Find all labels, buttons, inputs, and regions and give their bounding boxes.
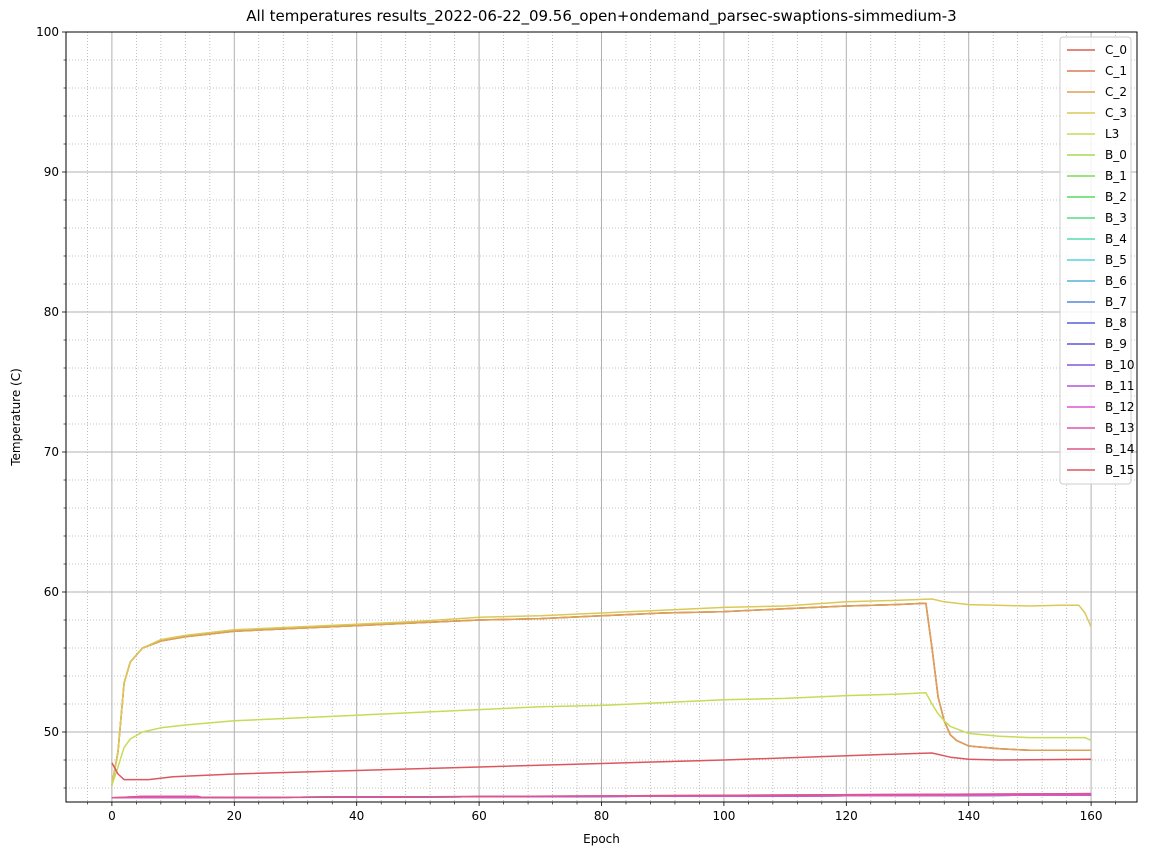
legend-label-b_1: B_1	[1105, 169, 1127, 183]
legend-label-b_9: B_9	[1105, 337, 1127, 351]
legend-label-b_4: B_4	[1105, 232, 1127, 246]
legend-label-b_0: B_0	[1105, 148, 1127, 162]
x-tick-label: 60	[471, 809, 486, 823]
legend-label-b_6: B_6	[1105, 274, 1127, 288]
series-layer	[111, 598, 1092, 799]
y-tick-label: 70	[44, 445, 59, 459]
legend-label-b_8: B_8	[1105, 316, 1127, 330]
legend-label-b_14: B_14	[1105, 442, 1135, 456]
legend-label-c_3: C_3	[1105, 106, 1127, 120]
x-tick-label: 40	[349, 809, 364, 823]
x-tick-label: 80	[594, 809, 609, 823]
x-tick-label: 100	[712, 809, 735, 823]
series-line-c_3	[111, 598, 1092, 786]
legend-label-c_2: C_2	[1105, 85, 1127, 99]
legend-label-b_10: B_10	[1105, 358, 1135, 372]
legend-label-b_11: B_11	[1105, 379, 1135, 393]
series-line-c_2	[111, 602, 1092, 786]
y-axis-title: Temperature (C)	[9, 368, 23, 467]
legend-label-b_5: B_5	[1105, 253, 1127, 267]
legend-label-b_15: B_15	[1105, 463, 1135, 477]
x-tick-label: 140	[957, 809, 980, 823]
y-tick-label: 80	[44, 305, 59, 319]
legend-label-l3: L3	[1105, 127, 1119, 141]
legend-label-b_2: B_2	[1105, 190, 1127, 204]
series-line-b_15	[111, 752, 1092, 781]
legend-label-b_3: B_3	[1105, 211, 1127, 225]
x-axis-title: Epoch	[583, 832, 620, 846]
tick-layer: 0 20 40 60 80 100 120 140 160 50 60 70 80 90 100	[36, 25, 1116, 823]
x-tick-label: 0	[108, 809, 116, 823]
legend-label-c_1: C_1	[1105, 64, 1127, 78]
y-tick-label: 50	[44, 725, 59, 739]
series-line-b_14	[111, 792, 1092, 799]
series-line-l3	[111, 692, 1092, 786]
x-tick-label: 120	[835, 809, 858, 823]
legend-label-c_0: C_0	[1105, 43, 1127, 57]
legend-label-b_7: B_7	[1105, 295, 1127, 309]
y-tick-label: 90	[44, 165, 59, 179]
legend-label-b_13: B_13	[1105, 421, 1135, 435]
legend: C_0 C_1 C_2 C_3 L3 B_0 B_1 B_2 B_3 B_4 B_5 B_6 B_7 B_…	[1059, 36, 1135, 485]
x-tick-label: 20	[227, 809, 242, 823]
y-tick-label: 100	[36, 25, 59, 39]
chart-title: All temperatures results_2022-06-22_09.5…	[246, 7, 956, 26]
legend-box	[1059, 36, 1132, 485]
x-tick-label: 160	[1080, 809, 1103, 823]
y-tick-label: 60	[44, 585, 59, 599]
legend-label-b_12: B_12	[1105, 400, 1135, 414]
